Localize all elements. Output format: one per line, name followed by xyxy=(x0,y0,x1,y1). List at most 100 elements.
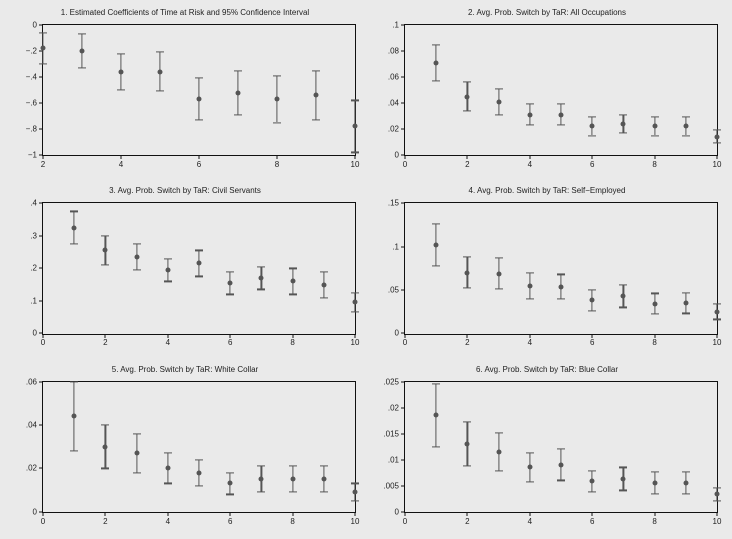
point-marker xyxy=(353,490,358,495)
ci-cap-lower xyxy=(312,119,320,120)
point-marker xyxy=(496,99,501,104)
ci-cap-lower xyxy=(463,465,471,466)
ci-cap-upper xyxy=(432,384,440,385)
ci-cap-upper xyxy=(495,432,503,433)
point-marker xyxy=(715,134,720,139)
ci-cap-lower xyxy=(195,485,203,486)
ci-cap-upper xyxy=(463,82,471,83)
point-marker xyxy=(559,112,564,117)
point-marker xyxy=(197,470,202,475)
point-marker xyxy=(683,124,688,129)
x-tick-mark xyxy=(292,512,293,516)
ci-cap-upper xyxy=(619,284,627,285)
x-tick-label: 6 xyxy=(590,338,594,347)
ci-cap-lower xyxy=(651,493,659,494)
ci-cap-lower xyxy=(39,63,47,64)
ci-cap-upper xyxy=(195,78,203,79)
ci-cap-upper xyxy=(101,235,109,236)
ci-cap-lower xyxy=(495,114,503,115)
ci-cap-lower xyxy=(257,492,265,493)
ci-cap-upper xyxy=(351,292,359,293)
ci-cap-lower xyxy=(651,135,659,136)
point-marker xyxy=(72,225,77,230)
point-marker xyxy=(559,284,564,289)
y-tick-mark xyxy=(39,25,43,26)
ci-cap-lower xyxy=(226,494,234,495)
point-marker xyxy=(314,93,319,98)
ci-cap-lower xyxy=(588,310,596,311)
x-tick-mark xyxy=(43,334,44,338)
ci-cap-lower xyxy=(133,472,141,473)
y-tick-mark xyxy=(401,246,405,247)
ci-cap-upper xyxy=(320,466,328,467)
ci-cap-upper xyxy=(133,433,141,434)
x-tick-mark xyxy=(592,512,593,516)
x-tick-label: 8 xyxy=(652,517,656,526)
point-marker xyxy=(621,476,626,481)
y-tick-label: .3 xyxy=(7,231,37,240)
x-tick-mark xyxy=(654,334,655,338)
ci-cap-upper xyxy=(557,449,565,450)
ci-cap-lower xyxy=(588,135,596,136)
y-tick-label: .025 xyxy=(369,377,399,386)
ci-cap-upper xyxy=(351,100,359,101)
ci-cap-lower xyxy=(70,450,78,451)
y-tick-label: .01 xyxy=(369,455,399,464)
x-tick-mark xyxy=(654,155,655,159)
ci-cap-lower xyxy=(133,269,141,270)
ci-cap-lower xyxy=(682,135,690,136)
y-tick-mark xyxy=(401,203,405,204)
y-tick-label: −1 xyxy=(7,151,37,160)
x-tick-mark xyxy=(167,512,168,516)
x-tick-mark xyxy=(292,334,293,338)
x-tick-mark xyxy=(230,334,231,338)
ci-cap-upper xyxy=(713,130,721,131)
x-tick-label: 2 xyxy=(41,160,45,169)
ci-cap-upper xyxy=(463,422,471,423)
panel-title: 1. Estimated Coefficients of Time at Ris… xyxy=(6,8,364,17)
x-tick-mark xyxy=(717,512,718,516)
y-tick-mark xyxy=(39,300,43,301)
ci-cap-upper xyxy=(526,452,534,453)
ci-cap-lower xyxy=(713,501,721,502)
point-marker xyxy=(683,481,688,486)
point-marker xyxy=(590,479,595,484)
y-tick-label: .05 xyxy=(369,285,399,294)
ci-cap-upper xyxy=(526,272,534,273)
ci-cap-upper xyxy=(651,472,659,473)
point-marker xyxy=(652,481,657,486)
y-tick-mark xyxy=(401,381,405,382)
y-tick-label: .02 xyxy=(369,125,399,134)
point-marker xyxy=(103,444,108,449)
ci-cap-lower xyxy=(557,125,565,126)
figure-page: { "colors":{"bg":"#eaeaea","ink":"#11111… xyxy=(0,0,732,539)
x-tick-label: 4 xyxy=(528,160,532,169)
x-tick-label: 2 xyxy=(103,338,107,347)
ci-cap-upper xyxy=(133,243,141,244)
ci-cap-upper xyxy=(195,250,203,251)
ci-cap-upper xyxy=(713,487,721,488)
x-tick-label: 0 xyxy=(403,338,407,347)
ci-cap-lower xyxy=(234,114,242,115)
point-marker xyxy=(321,282,326,287)
plot-area: 02468100.02.04.06.08.1 xyxy=(404,24,718,156)
ci-cap-upper xyxy=(713,303,721,304)
y-tick-mark xyxy=(401,129,405,130)
x-tick-mark xyxy=(355,155,356,159)
x-tick-label: 0 xyxy=(403,160,407,169)
ci-cap-upper xyxy=(432,44,440,45)
x-tick-label: 10 xyxy=(713,160,722,169)
point-marker xyxy=(80,49,85,54)
y-tick-label: 0 xyxy=(7,21,37,30)
ci-cap-lower xyxy=(289,492,297,493)
ci-cap-upper xyxy=(557,274,565,275)
ci-cap-upper xyxy=(463,256,471,257)
point-marker xyxy=(652,124,657,129)
ci-cap-upper xyxy=(557,104,565,105)
y-tick-label: .15 xyxy=(369,199,399,208)
y-tick-mark xyxy=(401,407,405,408)
point-marker xyxy=(652,301,657,306)
x-tick-mark xyxy=(592,334,593,338)
point-marker xyxy=(465,442,470,447)
ci-cap-lower xyxy=(526,298,534,299)
